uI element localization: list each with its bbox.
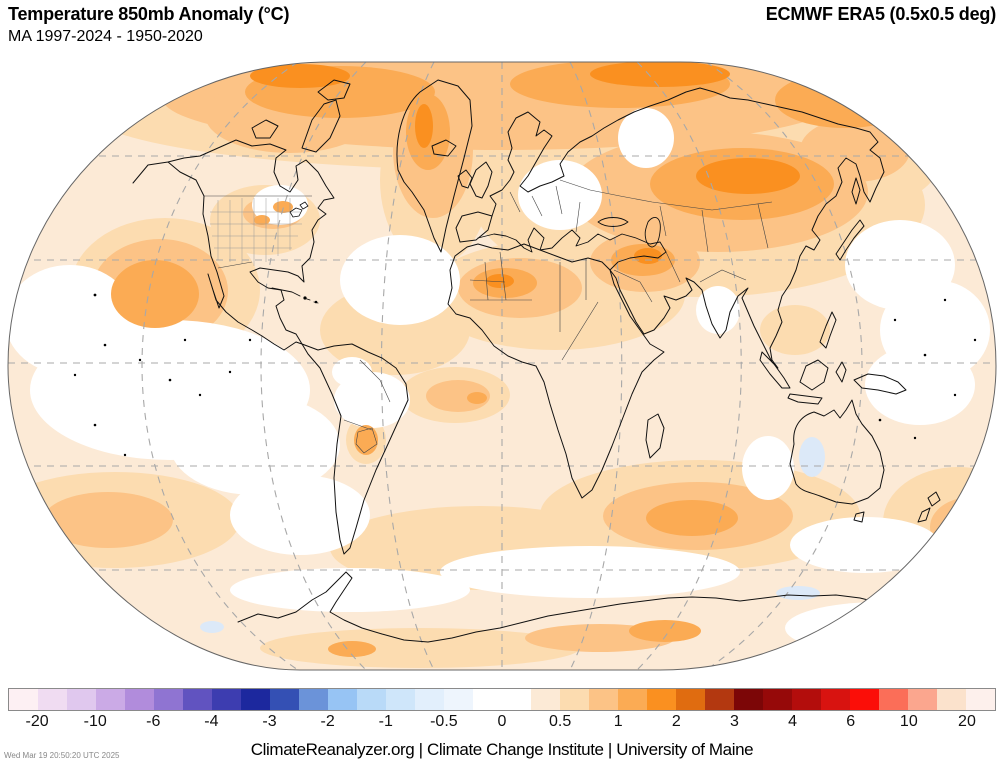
colorbar-tick-label: 1	[613, 713, 623, 730]
colorbar-segment	[357, 689, 386, 710]
colorbar-segment	[502, 689, 531, 710]
colorbar-tick-label: 0.5	[548, 713, 572, 730]
colorbar-segment	[589, 689, 618, 710]
colorbar-tick-label: 10	[899, 713, 918, 730]
island-dots	[73, 293, 977, 457]
colorbar-segment	[386, 689, 415, 710]
colorbar-tick-label: 6	[846, 713, 856, 730]
colorbar-segment	[792, 689, 821, 710]
colorbar-segment	[67, 689, 96, 710]
colorbar-segment	[618, 689, 647, 710]
colorbar-segment	[212, 689, 241, 710]
map-outline	[7, 61, 997, 671]
colorbar-segment	[705, 689, 734, 710]
graticule	[8, 62, 996, 670]
colorbar-segment	[647, 689, 676, 710]
colorbar-labels: -20 -10 -6 -4 -3 -2 -1 -0.5 0 0.5 1 2 3 4 6 10 20	[8, 713, 996, 735]
colorbar-segment	[125, 689, 154, 710]
coastlines	[132, 79, 941, 643]
generation-timestamp: Wed Mar 19 20:50:20 UTC 2025	[4, 751, 120, 760]
colorbar-segment	[96, 689, 125, 710]
colorbar-segment	[241, 689, 270, 710]
colorbar-segment	[415, 689, 444, 710]
colorbar-segment	[908, 689, 937, 710]
colorbar-segment	[531, 689, 560, 710]
colorbar-tick-label: -3	[262, 713, 277, 730]
colorbar-segment	[270, 689, 299, 710]
country-borders	[204, 179, 773, 454]
colorbar-tick-label: -20	[25, 713, 49, 730]
colorbar-tick-label: 20	[958, 713, 976, 730]
colorbar-segment	[937, 689, 966, 710]
colorbar-segment	[183, 689, 212, 710]
anomaly-field	[8, 62, 996, 670]
colorbar-tick-label: -6	[146, 713, 161, 730]
colorbar-segment	[879, 689, 908, 710]
colorbar-segment	[9, 689, 38, 710]
page-subtitle: MA 1997-2024 - 1950-2020	[8, 28, 203, 45]
footer-credit: ClimateReanalyzer.org | Climate Change I…	[250, 740, 754, 759]
colorbar-segment	[676, 689, 705, 710]
colorbar-segment	[154, 689, 183, 710]
colorbar-segment	[444, 689, 473, 710]
colorbar-segment	[734, 689, 763, 710]
state-borders	[210, 198, 302, 266]
colorbar-segment	[763, 689, 792, 710]
colorbar-tick-label: -10	[83, 713, 107, 730]
world-anomaly-map	[7, 61, 997, 671]
colorbar-tick-label: 4	[788, 713, 798, 730]
colorbar-segment	[299, 689, 328, 710]
colorbar-segment	[560, 689, 589, 710]
colorbar-segment	[38, 689, 67, 710]
colorbar-segments	[8, 688, 996, 711]
colorbar-segment	[328, 689, 357, 710]
colorbar-tick-label: -1	[378, 713, 393, 730]
colorbar-tick-label: -2	[320, 713, 335, 730]
colorbar-segment	[850, 689, 879, 710]
colorbar-tick-label: -0.5	[430, 713, 458, 730]
colorbar-segment	[473, 689, 502, 710]
colorbar: -20 -10 -6 -4 -3 -2 -1 -0.5 0 0.5 1 2 3 4 6 10 20	[8, 688, 996, 735]
colorbar-segment	[966, 689, 995, 710]
colorbar-tick-label: 0	[497, 713, 507, 730]
dataset-label: ECMWF ERA5 (0.5x0.5 deg)	[765, 4, 996, 24]
page-title: Temperature 850mb Anomaly (°C)	[8, 4, 290, 24]
colorbar-tick-label: 2	[671, 713, 681, 730]
colorbar-tick-label: -4	[204, 713, 219, 730]
colorbar-segment	[821, 689, 850, 710]
colorbar-tick-label: 3	[730, 713, 739, 730]
header-left: Temperature 850mb Anomaly (°C) MA 1997-2…	[8, 4, 289, 46]
